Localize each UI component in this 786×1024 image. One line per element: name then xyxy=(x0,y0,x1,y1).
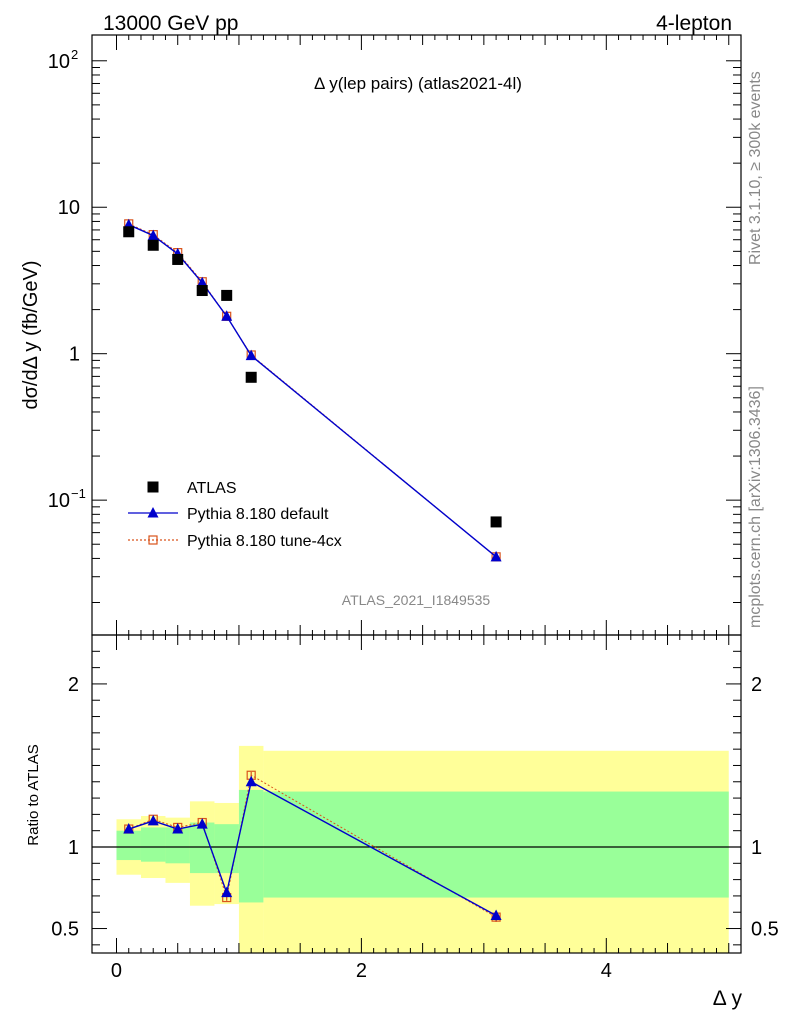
data-point xyxy=(123,823,135,834)
data-point xyxy=(148,535,158,545)
x-tick-labels: 0 2 4 xyxy=(111,960,612,982)
y-tick-label-right: 0.5 xyxy=(751,919,779,941)
data-point xyxy=(147,229,159,241)
header-left: 13000 GeV pp xyxy=(103,12,238,35)
data-point xyxy=(490,516,502,528)
ratio-panel: 0.5 0.5 1 1 2 2 0 2 4 Ratio to ATLAS Δ y xyxy=(25,634,779,1010)
x-axis-label: Δ y xyxy=(713,987,743,1010)
data-point xyxy=(490,909,502,920)
stat-uncertainty-band xyxy=(263,791,729,898)
x-tick-label: 2 xyxy=(356,960,367,982)
ratio-y-tick-labels: 0.5 0.5 1 1 2 2 xyxy=(51,674,779,941)
data-point xyxy=(147,814,159,826)
legend-label: ATLAS xyxy=(187,480,237,497)
data-point xyxy=(172,823,184,834)
data-point xyxy=(196,818,208,829)
data-point xyxy=(196,276,208,288)
data-point xyxy=(221,886,233,898)
data-point xyxy=(245,775,257,787)
ratio-y-axis-label: Ratio to ATLAS xyxy=(25,744,42,845)
ratio-frame xyxy=(91,634,742,954)
data-point xyxy=(123,226,135,238)
y-tick-label-left: 2 xyxy=(68,674,79,696)
ratio-series xyxy=(123,770,502,923)
data-point xyxy=(172,253,184,265)
data-point xyxy=(221,289,233,301)
data-point xyxy=(221,310,233,321)
data-point xyxy=(196,285,208,297)
legend: ATLAS Pythia 8.180 default Pythia 8.180 tu… xyxy=(128,480,342,550)
stat-uncertainty-band xyxy=(140,827,166,862)
analysis-watermark: ATLAS_2021_I1849535 xyxy=(342,592,491,608)
plot-title: Δ y(lep pairs) (atlas2021-4l) xyxy=(314,74,522,93)
stat-uncertainty-band xyxy=(116,830,141,861)
y-tick-label: 1 xyxy=(69,344,80,366)
y-tick-label: 10 xyxy=(48,490,70,512)
mcplots-label: mcplots.cern.ch [arXiv:1306.3436] xyxy=(747,386,764,628)
legend-label: Pythia 8.180 default xyxy=(187,506,329,523)
stat-uncertainty-band xyxy=(214,824,239,874)
y-tick-label-exponent: 2 xyxy=(71,47,78,62)
header-right: 4-lepton xyxy=(656,12,732,35)
y-tick-label-left: 1 xyxy=(68,837,79,859)
data-point xyxy=(147,507,159,518)
data-point xyxy=(490,550,502,562)
y-tick-label-right: 1 xyxy=(751,837,762,859)
data-point xyxy=(147,481,159,493)
y-tick-label: 10 xyxy=(48,51,70,73)
y-tick-label-left: 0.5 xyxy=(51,919,79,941)
series-atlas xyxy=(123,226,502,528)
y-tick-label: 10 xyxy=(58,197,80,219)
ratio-ticks xyxy=(92,635,741,953)
y-tick-label-exponent: −1 xyxy=(71,486,86,501)
x-tick-label: 4 xyxy=(601,960,612,982)
data-point xyxy=(147,239,159,251)
x-tick-label: 0 xyxy=(111,960,122,982)
data-point xyxy=(245,349,257,361)
y-tick-label-right: 2 xyxy=(751,674,762,696)
legend-label: Pythia 8.180 tune-4cx xyxy=(187,533,342,550)
stat-uncertainty-band xyxy=(238,789,264,903)
ratio-uncertainty-bands xyxy=(116,745,729,953)
main-series xyxy=(123,218,502,562)
rivet-label: Rivet 3.1.10, ≥ 300k events xyxy=(747,71,764,265)
main-ticks xyxy=(92,35,741,635)
ratio-series-pythia-8-180-default xyxy=(123,775,502,921)
main-y-axis-label: dσ/dΔ y (fb/GeV) xyxy=(20,260,42,409)
data-point xyxy=(245,371,257,383)
